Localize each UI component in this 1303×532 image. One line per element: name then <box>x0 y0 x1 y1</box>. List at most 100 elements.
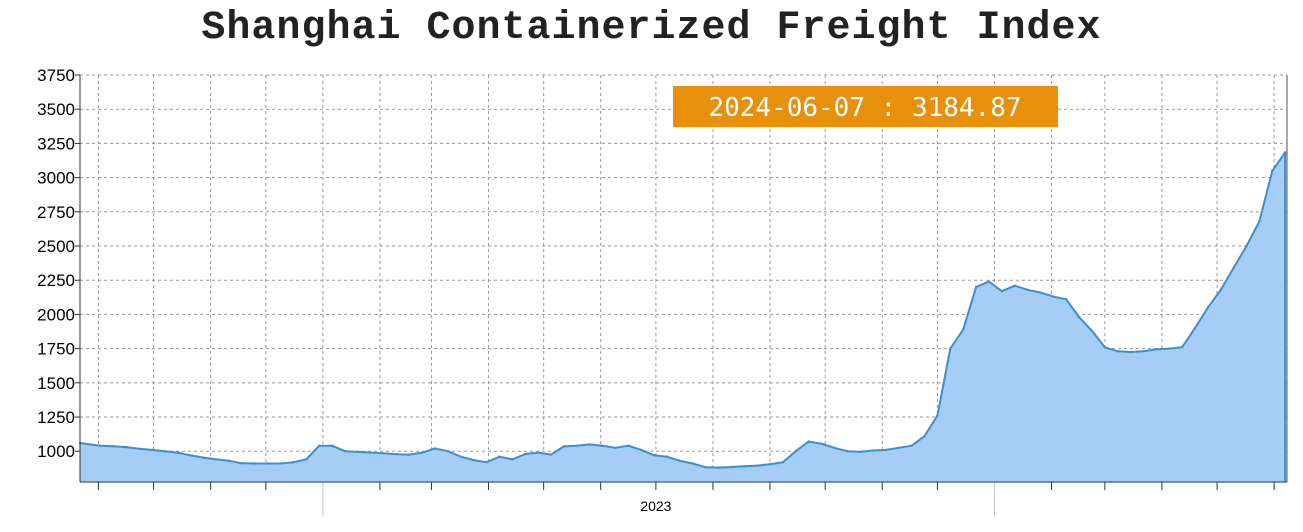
data-point <box>433 447 437 450</box>
data-point <box>755 464 759 467</box>
data-point <box>575 444 578 447</box>
data-point <box>1271 169 1274 172</box>
data-point <box>691 462 694 465</box>
data-point <box>99 444 102 447</box>
data-point <box>1155 348 1158 351</box>
data-point <box>1065 298 1068 301</box>
data-point <box>562 445 566 448</box>
data-point <box>974 285 978 289</box>
data-point <box>318 444 321 447</box>
data-point <box>1116 350 1119 353</box>
data-point <box>1052 295 1055 298</box>
y-tick-label: 2000 <box>37 305 75 324</box>
data-point <box>1284 151 1287 154</box>
data-point <box>1206 306 1210 309</box>
data-point <box>1039 291 1042 294</box>
data-point <box>227 459 231 462</box>
data-point <box>343 450 347 453</box>
data-point <box>292 461 295 464</box>
data-point <box>124 445 128 449</box>
y-tick-label: 2250 <box>37 271 75 290</box>
data-point <box>678 459 681 462</box>
data-point <box>176 451 179 454</box>
y-tick-label: 1250 <box>37 408 75 427</box>
data-point <box>640 448 643 452</box>
data-point <box>215 458 218 461</box>
area-fill <box>80 152 1286 483</box>
data-point <box>536 451 540 454</box>
data-point <box>395 453 398 456</box>
grid <box>80 74 1287 482</box>
data-point <box>910 444 913 447</box>
data-point <box>498 455 501 458</box>
data-point <box>820 442 823 445</box>
data-point <box>949 347 952 350</box>
data-point <box>202 456 205 459</box>
y-tick-label: 2500 <box>37 237 75 256</box>
data-point <box>549 453 553 456</box>
data-point <box>614 446 617 449</box>
y-tick-label: 2750 <box>37 203 75 222</box>
data-point <box>330 444 334 447</box>
data-point <box>1013 284 1016 287</box>
data-point <box>524 452 527 456</box>
data-point <box>1219 288 1223 291</box>
x-tick-label: 2023 <box>640 498 671 514</box>
data-point <box>459 455 463 458</box>
data-point <box>704 466 707 469</box>
data-point <box>511 458 514 461</box>
data-point <box>768 463 772 466</box>
data-point <box>794 450 797 453</box>
data-point <box>1000 290 1003 293</box>
tooltip-text: 2024-06-07 : 3184.87 <box>708 93 1021 123</box>
data-point <box>369 451 372 454</box>
data-point <box>833 446 836 449</box>
data-point <box>279 462 282 465</box>
data-point <box>717 466 720 469</box>
data-point <box>1142 350 1145 353</box>
data-point <box>1232 266 1235 270</box>
data-point <box>1180 346 1184 349</box>
data-point <box>1168 347 1171 350</box>
axes: 1000 1250 1500 1750 2000 2250 2500 2750 3000 3250… <box>37 66 1288 516</box>
data-point <box>1129 350 1132 354</box>
data-point <box>356 450 359 454</box>
value-tooltip: 2024-06-07 : 3184.87 <box>673 86 1058 127</box>
data-point <box>111 445 115 448</box>
data-point <box>627 444 630 447</box>
data-point <box>163 450 166 453</box>
data-point <box>485 461 488 464</box>
data-point <box>421 451 424 454</box>
data-point <box>189 454 192 457</box>
data-point <box>936 414 939 417</box>
data-point <box>1193 326 1197 330</box>
data-point <box>665 455 669 458</box>
chart-title: Shanghai Containerized Freight Index <box>201 6 1102 51</box>
data-point <box>305 458 308 461</box>
data-point <box>987 280 991 283</box>
data-point <box>897 446 900 449</box>
y-tick-label: 1000 <box>37 442 75 461</box>
data-point <box>781 461 785 464</box>
y-tick-label: 3000 <box>37 169 75 188</box>
data-point <box>1245 244 1248 248</box>
data-point <box>743 465 746 468</box>
data-point <box>446 450 450 453</box>
data-point <box>884 448 888 452</box>
y-tick-label: 3750 <box>37 66 75 85</box>
y-tick-label: 3500 <box>37 100 75 119</box>
data-point <box>858 450 862 454</box>
data-point <box>962 328 965 331</box>
series-area <box>78 151 1287 483</box>
data-point <box>588 443 591 446</box>
data-point <box>846 450 849 453</box>
y-tick-label: 3250 <box>37 134 75 153</box>
data-point <box>150 448 153 452</box>
data-point <box>601 444 604 447</box>
data-point <box>137 447 141 450</box>
data-point <box>240 462 244 465</box>
data-point <box>472 458 475 462</box>
data-point <box>408 453 411 456</box>
data-point <box>871 449 875 452</box>
